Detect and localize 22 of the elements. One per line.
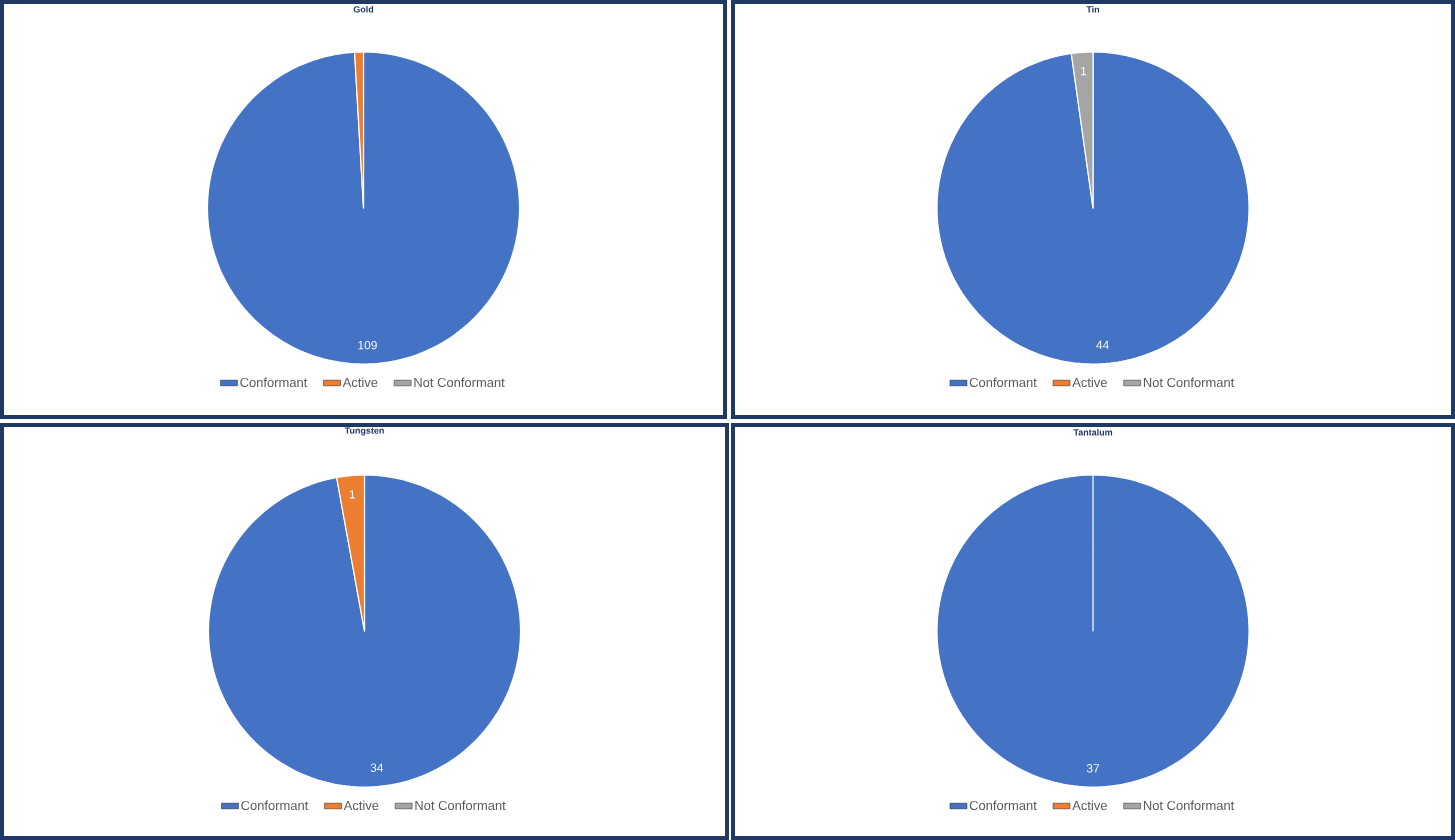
legend-label: Active [1072,800,1107,811]
data-label: 1 [1081,66,1087,76]
legend-label: Not Conformant [1143,800,1235,811]
data-label: 37 [1086,764,1100,773]
legend-label: Active [343,800,379,811]
legend-label: Active [1072,377,1107,388]
legend-label: Not Conformant [415,800,506,811]
legend-label: Conformant [241,800,309,811]
data-label: 44 [1096,340,1109,350]
legend-label: Active [342,377,378,388]
data-label: 34 [370,763,384,772]
legend-label: Not Conformant [414,377,505,388]
data-label: 1 [349,490,355,499]
legend-label: Conformant [240,377,308,388]
chart-title: Tin [1086,6,1100,13]
legend-label: Conformant [969,377,1037,388]
chart-title: Tantalum [1073,428,1113,436]
chart-title: Tungsten [344,427,384,436]
chart-title: Gold [353,5,374,13]
data-label: 109 [358,340,377,350]
legend-label: Conformant [969,800,1037,811]
legend-label: Not Conformant [1143,377,1235,388]
